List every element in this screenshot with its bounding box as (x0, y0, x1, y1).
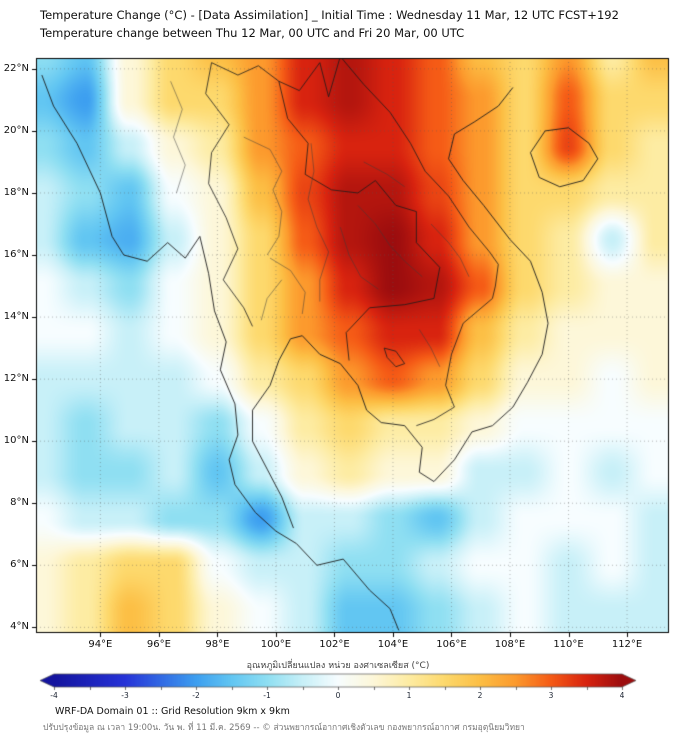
footer-domain-info: WRF-DA Domain 01 :: Grid Resolution 9km … (55, 706, 290, 717)
colorbar-label: อุณหภูมิเปลี่ยนแปลง หน่วย องศาเซลเซียส (… (246, 661, 430, 671)
footer-update-info: ปรับปรุงข้อมูล ณ เวลา 19:00น. วัน พ. ที่… (43, 723, 525, 733)
chart-title: Temperature Change (°C) - [Data Assimila… (40, 8, 619, 22)
chart-subtitle: Temperature change between Thu 12 Mar, 0… (40, 26, 465, 40)
